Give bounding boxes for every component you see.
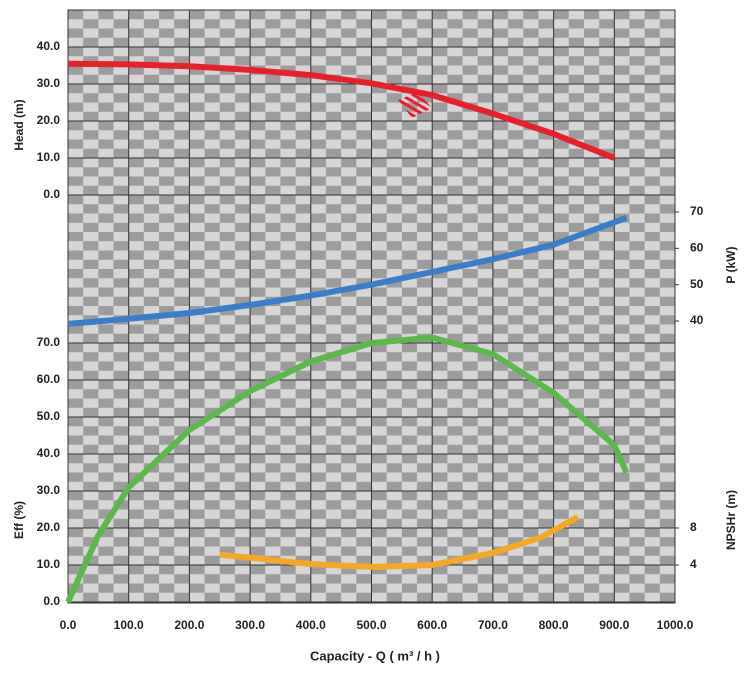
- x-tick-label: 900.0: [599, 618, 629, 632]
- head-tick-label: 40.0: [37, 39, 61, 53]
- power-tick-label: 60: [690, 241, 704, 255]
- eff-tick-label: 30.0: [37, 483, 61, 497]
- series-line: [219, 514, 580, 570]
- x-tick-label: 300.0: [235, 618, 265, 632]
- npshr-tick-label: 8: [690, 520, 697, 534]
- x-tick-label: 600.0: [417, 618, 447, 632]
- series-layer: [65, 60, 630, 604]
- x-tick-label: 400.0: [296, 618, 326, 632]
- x-tick-label: 100.0: [114, 618, 144, 632]
- series-line: [65, 334, 630, 604]
- eff-tick-label: 60.0: [37, 372, 61, 386]
- eff-tick-label: 20.0: [37, 520, 61, 534]
- x-tick-label: 200.0: [174, 618, 204, 632]
- power-axis-label: P (kW): [724, 246, 738, 283]
- eff-tick-label: 10.0: [37, 557, 61, 571]
- head-tick-label: 10.0: [37, 150, 61, 164]
- head-tick-label: 30.0: [37, 76, 61, 90]
- power-tick-label: 70: [690, 204, 704, 218]
- eff-tick-label: 40.0: [37, 446, 61, 460]
- eff-axis-label: Eff (%): [12, 501, 26, 539]
- npshr-axis-label: NPSHr (m): [724, 490, 738, 550]
- x-tick-label: 700.0: [478, 618, 508, 632]
- npshr-tick-label: 4: [690, 557, 697, 571]
- head-axis-label: Head (m): [12, 99, 26, 150]
- grid: [67, 10, 679, 603]
- x-tick-label: 1000.0: [657, 618, 694, 632]
- x-tick-label: 500.0: [356, 618, 386, 632]
- power-tick-label: 40: [690, 313, 704, 327]
- eff-tick-label: 0.0: [43, 594, 60, 608]
- operating-point-marker: [398, 92, 432, 118]
- eff-tick-label: 50.0: [37, 409, 61, 423]
- head-tick-label: 0.0: [43, 187, 60, 201]
- head-tick-label: 20.0: [37, 113, 61, 127]
- x-tick-label: 0.0: [60, 618, 77, 632]
- power-tick-label: 50: [690, 277, 704, 291]
- x-axis-label: Capacity - Q ( m³ / h ): [310, 648, 440, 663]
- x-tick-label: 800.0: [539, 618, 569, 632]
- eff-tick-label: 70.0: [37, 335, 61, 349]
- series-line: [67, 60, 616, 161]
- series-line: [67, 214, 628, 327]
